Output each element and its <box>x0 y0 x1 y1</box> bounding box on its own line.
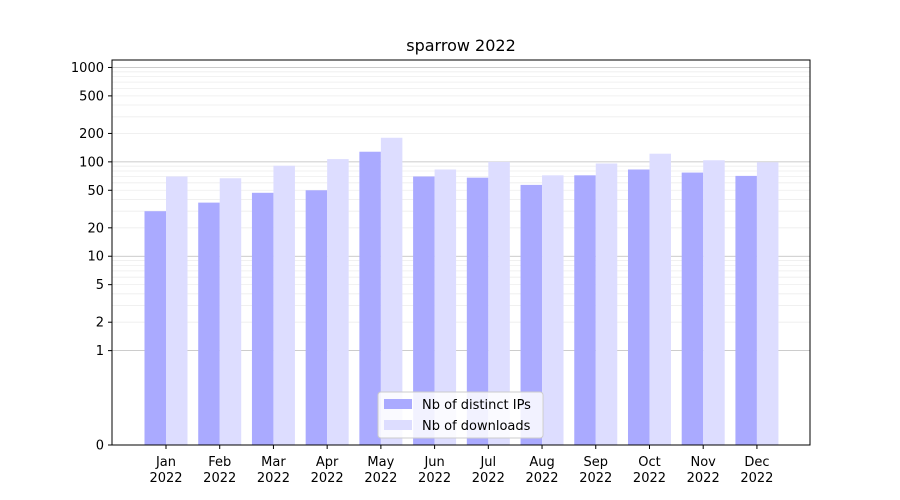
bar-downloads <box>703 160 725 445</box>
x-tick-label-year: 2022 <box>472 471 505 486</box>
x-tick-label-month: May <box>367 455 394 470</box>
x-tick-label-month: Jun <box>423 455 444 470</box>
bar-distinct-ips <box>681 172 704 445</box>
y-tick-label: 100 <box>79 155 104 170</box>
bar-downloads <box>649 153 671 445</box>
x-tick-label-month: Jan <box>155 455 176 470</box>
bars <box>144 137 779 446</box>
x-tick-label-year: 2022 <box>203 471 236 486</box>
y-tick-label: 0 <box>96 439 104 454</box>
bar-distinct-ips <box>520 184 543 446</box>
legend-swatch <box>384 420 412 430</box>
y-tick-label: 20 <box>87 221 104 236</box>
bar-downloads <box>756 162 779 445</box>
legend-label: Nb of downloads <box>422 419 531 434</box>
x-tick-label-month: Feb <box>208 455 231 470</box>
bar-downloads <box>488 161 510 445</box>
x-tick-label-year: 2022 <box>364 471 397 486</box>
bar-distinct-ips <box>627 169 650 445</box>
y-tick-label: 200 <box>79 127 104 142</box>
bar-distinct-ips <box>359 151 381 446</box>
x-tick-label-month: Mar <box>261 455 286 470</box>
x-tick-label-month: Apr <box>316 455 339 470</box>
chart-title: sparrow 2022 <box>406 36 516 55</box>
x-tick-label-month: Sep <box>584 455 609 470</box>
x-tick-label-month: Dec <box>744 455 769 470</box>
x-axis: Jan2022Feb2022Mar2022Apr2022May2022Jun20… <box>149 445 773 486</box>
x-tick-label-year: 2022 <box>311 471 344 486</box>
bar-distinct-ips <box>198 202 220 445</box>
bar-downloads <box>327 159 349 445</box>
bar-downloads <box>166 176 188 445</box>
bar-distinct-ips <box>251 192 274 445</box>
y-tick-label: 1 <box>96 344 104 359</box>
x-tick-label-year: 2022 <box>579 471 612 486</box>
y-tick-label: 500 <box>79 89 104 104</box>
bar-downloads <box>595 163 618 446</box>
x-tick-label-year: 2022 <box>687 471 720 486</box>
legend: Nb of distinct IPs Nb of downloads <box>377 391 544 439</box>
y-tick-label: 10 <box>87 250 104 265</box>
x-tick-label-year: 2022 <box>633 471 666 486</box>
legend-swatch <box>384 399 412 409</box>
y-tick-label: 1000 <box>71 61 104 76</box>
y-tick-label: 5 <box>96 278 104 293</box>
bar-downloads <box>380 137 403 445</box>
x-tick-label-year: 2022 <box>418 471 451 486</box>
x-tick-label-month: Aug <box>529 455 554 470</box>
x-tick-label-year: 2022 <box>740 471 773 486</box>
bar-downloads <box>273 165 295 445</box>
bar-distinct-ips <box>735 175 757 445</box>
legend-box <box>377 391 544 439</box>
y-tick-label: 50 <box>87 184 104 199</box>
bar-distinct-ips <box>413 176 435 445</box>
x-tick-label-month: Oct <box>638 455 660 470</box>
plot-frame <box>111 59 811 446</box>
bar-distinct-ips <box>466 177 489 446</box>
legend-label: Nb of distinct IPs <box>422 398 531 413</box>
bar-downloads <box>434 169 457 445</box>
x-tick-label-month: Jul <box>479 455 496 470</box>
bar-distinct-ips <box>574 175 596 446</box>
x-tick-label-year: 2022 <box>149 471 182 486</box>
x-tick-label-year: 2022 <box>525 471 558 486</box>
y-tick-label: 2 <box>96 316 104 331</box>
y-axis: 0 1 2 5 10 20 50 100 200 500 1000 <box>71 61 112 454</box>
bar-downloads <box>219 178 242 445</box>
bar-distinct-ips <box>305 190 328 445</box>
x-tick-label-month: Nov <box>691 455 717 470</box>
x-tick-label-year: 2022 <box>257 471 290 486</box>
bar-downloads <box>542 175 564 446</box>
bar-distinct-ips <box>144 211 166 445</box>
